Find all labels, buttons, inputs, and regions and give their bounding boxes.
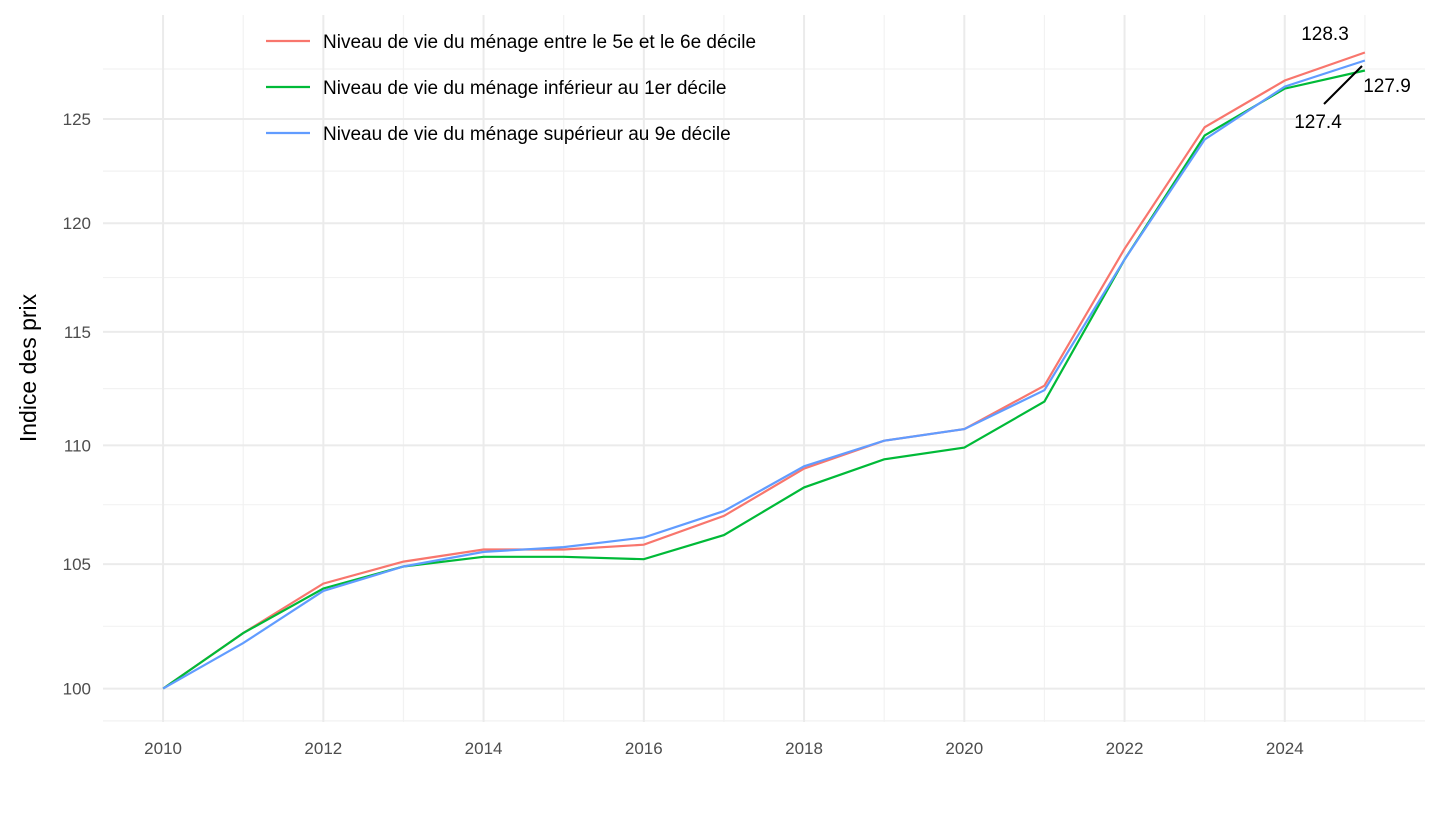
annotation-label: 127.4: [1294, 112, 1342, 133]
series-line-1: [162, 51, 1366, 690]
y-tick-label: 100: [63, 680, 91, 699]
annotations: 128.3 127.9 127.4: [1294, 24, 1411, 133]
legend-label: Niveau de vie du ménage inférieur au 1er…: [323, 78, 726, 99]
grid: [103, 15, 1425, 722]
x-tick-label: 2012: [304, 739, 342, 758]
annotation-label: 127.9: [1363, 76, 1411, 97]
legend-label: Niveau de vie du ménage entre le 5e et l…: [323, 32, 756, 53]
y-tick-label: 115: [64, 323, 91, 342]
x-tick-label: 2014: [465, 739, 503, 758]
series-lines: [162, 51, 1366, 690]
series-line-2: [162, 69, 1366, 690]
x-tick-label: 2020: [945, 739, 983, 758]
legend-label: Niveau de vie du ménage supérieur au 9e …: [323, 124, 731, 145]
y-tick-label: 120: [63, 214, 91, 233]
legend: Niveau de vie du ménage entre le 5e et l…: [266, 32, 756, 145]
y-tick-label: 105: [63, 555, 91, 574]
x-tick-label: 2024: [1266, 739, 1304, 758]
annotation-label: 128.3: [1301, 24, 1349, 45]
annotation-leader-line: [1323, 65, 1363, 105]
y-tick-label: 110: [64, 436, 91, 455]
axes: 2010 2012 2014 2016 2018 2020 2022 2024 100 105 11…: [63, 110, 1304, 758]
x-tick-label: 2018: [785, 739, 823, 758]
series-line-3: [162, 59, 1366, 690]
y-axis-label: Indice des prix: [15, 293, 41, 442]
x-tick-label: 2010: [144, 739, 182, 758]
y-tick-label: 125: [63, 110, 91, 129]
x-tick-label: 2016: [625, 739, 663, 758]
x-tick-label: 2022: [1106, 739, 1144, 758]
